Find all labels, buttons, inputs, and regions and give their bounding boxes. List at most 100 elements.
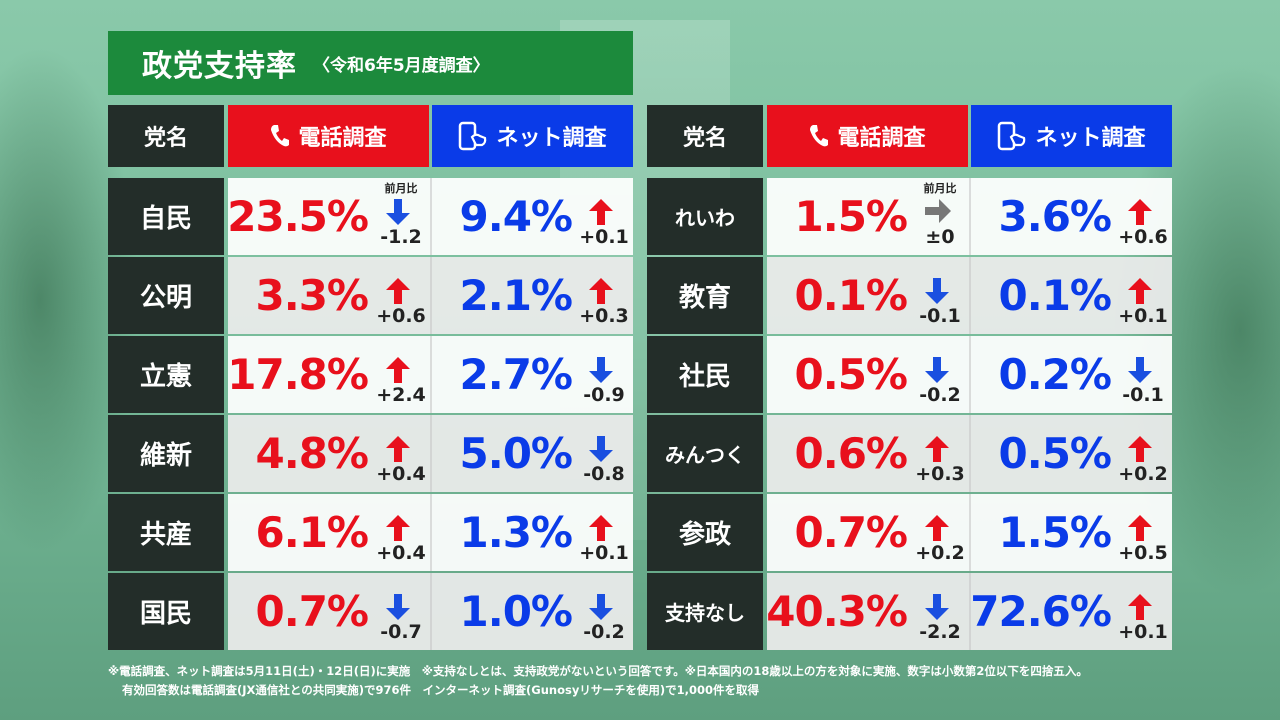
up-arrow-icon (925, 515, 949, 541)
down-arrow-icon (386, 199, 410, 225)
phone-rate: 40.3% (766, 587, 908, 636)
phone-delta: +0.2 (915, 542, 965, 564)
phone-change: -2.2 (911, 573, 969, 650)
party-name: みんつく (647, 415, 763, 492)
phone-change: +2.4 (372, 336, 430, 413)
column-divider (969, 415, 971, 492)
header-party-label: 党名 (682, 126, 727, 151)
phone-delta: +0.4 (376, 463, 426, 485)
phone-change: 前月比 ±0 (911, 178, 969, 255)
net-change: +0.1 (575, 494, 633, 571)
net-delta: +0.5 (1118, 542, 1168, 564)
table-row: 自民 23.5% 前月比 -1.2 9.4% +0.1 (108, 178, 633, 255)
phone-delta: -1.2 (380, 226, 422, 248)
column-divider (430, 336, 432, 413)
net-delta: +0.1 (579, 542, 629, 564)
phone-rate: 0.1% (794, 271, 908, 320)
month-over-month-label: 前月比 (923, 182, 957, 195)
phone-change: -0.1 (911, 257, 969, 334)
party-name: 共産 (108, 494, 224, 571)
net-change: +0.1 (575, 178, 633, 255)
column-divider (430, 257, 432, 334)
net-rate: 3.6% (998, 192, 1112, 241)
table-row: 社民 0.5% -0.2 0.2% -0.1 (647, 336, 1172, 413)
net-delta: +0.1 (579, 226, 629, 248)
phone-change: -0.7 (372, 573, 430, 650)
net-change: -0.9 (575, 336, 633, 413)
column-divider (430, 573, 432, 650)
footnote-line-1: ※電話調査、ネット調査は5月11日(土)・12日(日)に実施 ※支持なしとは、支… (108, 664, 1088, 678)
phone-rate: 23.5% (227, 192, 369, 241)
header-net-label: ネット調査 (496, 126, 607, 151)
header-phone: 電話調査 (767, 105, 968, 167)
net-rate: 1.5% (998, 508, 1112, 557)
net-change: +0.3 (575, 257, 633, 334)
net-rate: 0.2% (998, 350, 1112, 399)
column-divider (969, 257, 971, 334)
net-rate: 0.5% (998, 429, 1112, 478)
up-arrow-icon (1128, 199, 1152, 225)
phone-rate: 3.3% (255, 271, 369, 320)
header-net-label: ネット調査 (1035, 126, 1146, 151)
net-change: -0.2 (575, 573, 633, 650)
net-rate: 9.4% (459, 192, 573, 241)
column-divider (969, 336, 971, 413)
phone-delta: ±0 (925, 226, 955, 248)
phone-change: +0.4 (372, 415, 430, 492)
net-delta: -0.8 (583, 463, 625, 485)
column-divider (969, 178, 971, 255)
net-change: +0.5 (1114, 494, 1172, 571)
net-delta: -0.1 (1122, 384, 1164, 406)
down-arrow-icon (1128, 357, 1152, 383)
header-net: ネット調査 (971, 105, 1172, 167)
party-name: 支持なし (647, 573, 763, 650)
phone-change: -0.2 (911, 336, 969, 413)
table-row: 参政 0.7% +0.2 1.5% +0.5 (647, 494, 1172, 571)
phone-delta: -2.2 (919, 621, 961, 643)
party-name: 国民 (108, 573, 224, 650)
flat-arrow-icon (925, 199, 951, 225)
table-row: 維新 4.8% +0.4 5.0% -0.8 (108, 415, 633, 492)
header-phone-label: 電話調査 (298, 126, 387, 151)
phone-delta: +0.4 (376, 542, 426, 564)
phone-rate: 0.6% (794, 429, 908, 478)
party-name: 維新 (108, 415, 224, 492)
phone-delta: +0.6 (376, 305, 426, 327)
party-name: 公明 (108, 257, 224, 334)
net-change: +0.1 (1114, 573, 1172, 650)
column-divider (969, 573, 971, 650)
phone-rate: 17.8% (227, 350, 369, 399)
down-arrow-icon (925, 278, 949, 304)
phone-rate: 0.5% (794, 350, 908, 399)
party-name: 社民 (647, 336, 763, 413)
phone-change: +0.6 (372, 257, 430, 334)
net-rate: 2.7% (459, 350, 573, 399)
up-arrow-icon (1128, 594, 1152, 620)
footnote-line-2: 有効回答数は電話調査(JX通信社との共同実施)で976件 インターネット調査(G… (122, 683, 759, 697)
up-arrow-icon (1128, 436, 1152, 462)
party-name: 参政 (647, 494, 763, 571)
up-arrow-icon (1128, 278, 1152, 304)
phone-change: +0.4 (372, 494, 430, 571)
net-delta: -0.9 (583, 384, 625, 406)
down-arrow-icon (386, 594, 410, 620)
table-row: れいわ 1.5% 前月比 ±0 3.6% +0.6 (647, 178, 1172, 255)
phone-delta: -0.2 (919, 384, 961, 406)
phone-change: +0.3 (911, 415, 969, 492)
phone-change: +0.2 (911, 494, 969, 571)
column-divider (969, 494, 971, 571)
smartphone-touch-icon (997, 121, 1027, 151)
table-row: みんつく 0.6% +0.3 0.5% +0.2 (647, 415, 1172, 492)
net-change: +0.2 (1114, 415, 1172, 492)
table-row: 支持なし 40.3% -2.2 72.6% +0.1 (647, 573, 1172, 650)
table-row: 立憲 17.8% +2.4 2.7% -0.9 (108, 336, 633, 413)
phone-change: 前月比 -1.2 (372, 178, 430, 255)
up-arrow-icon (589, 515, 613, 541)
header-party: 党名 (108, 105, 224, 167)
footnote: ※電話調査、ネット調査は5月11日(土)・12日(日)に実施 ※支持なしとは、支… (108, 662, 1208, 700)
header-phone: 電話調査 (228, 105, 429, 167)
net-rate: 2.1% (459, 271, 573, 320)
phone-rate: 0.7% (794, 508, 908, 557)
down-arrow-icon (589, 594, 613, 620)
phone-rate: 0.7% (255, 587, 369, 636)
